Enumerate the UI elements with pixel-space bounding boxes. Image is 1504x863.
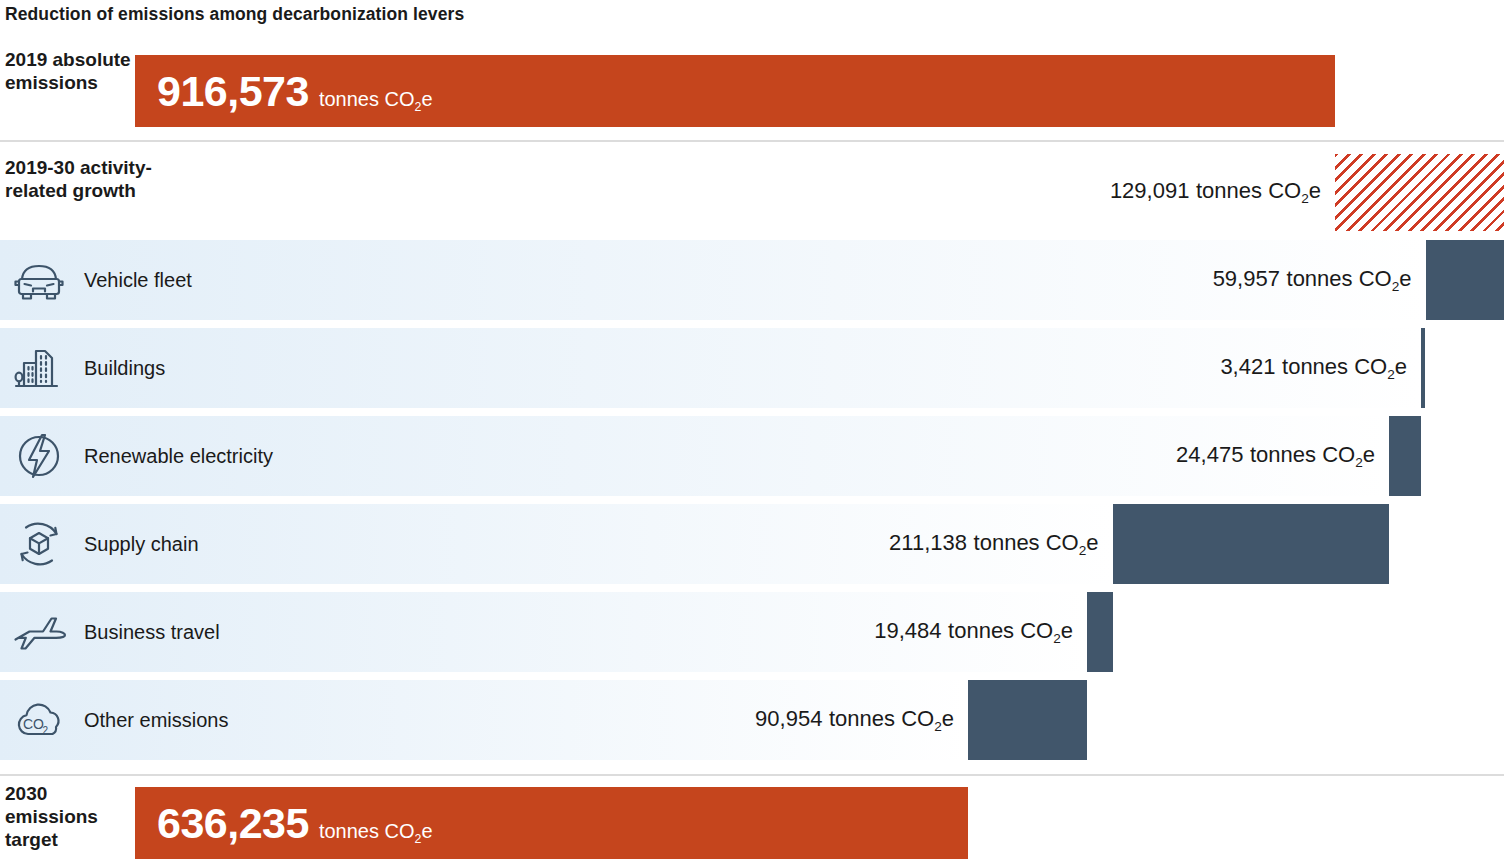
unit-sub: 2 bbox=[1392, 279, 1400, 294]
growth-bar bbox=[1335, 154, 1504, 231]
unit-prefix: tonnes CO bbox=[319, 88, 415, 110]
unit-prefix: tonnes CO bbox=[1287, 266, 1392, 291]
lever-bar bbox=[1113, 504, 1389, 584]
unit-label: tonnes CO2e bbox=[974, 530, 1099, 555]
unit-label: tonnes CO2e bbox=[319, 820, 433, 846]
unit-suffix: e bbox=[1399, 266, 1411, 291]
lever-value-number: 19,484 bbox=[874, 618, 941, 643]
lever-value-number: 90,954 bbox=[755, 706, 822, 731]
unit-suffix: e bbox=[421, 820, 432, 842]
lever-bar bbox=[1389, 416, 1421, 496]
unit-sub: 2 bbox=[1053, 631, 1061, 646]
lever-bar bbox=[1426, 240, 1504, 320]
unit-label: tonnes CO2e bbox=[948, 618, 1073, 643]
unit-suffix: e bbox=[1309, 178, 1321, 203]
unit-suffix: e bbox=[942, 706, 954, 731]
unit-suffix: e bbox=[1061, 618, 1073, 643]
start-label: 2019 absolute emissions bbox=[5, 48, 133, 94]
unit-prefix: tonnes CO bbox=[319, 820, 415, 842]
unit-label: tonnes CO2e bbox=[319, 88, 433, 114]
lever-bar bbox=[1087, 592, 1113, 672]
lever-value: 19,484 tonnes CO2e bbox=[874, 618, 1073, 646]
airplane-icon bbox=[11, 604, 67, 660]
start-bar: 916,573 tonnes CO2e bbox=[135, 55, 1335, 127]
start-value-number: 916,573 bbox=[157, 67, 309, 116]
lever-value-number: 3,421 bbox=[1220, 354, 1275, 379]
chart-title: Reduction of emissions among decarboniza… bbox=[5, 4, 464, 25]
waterfall-chart: Reduction of emissions among decarboniza… bbox=[0, 0, 1504, 863]
unit-label: tonnes CO2e bbox=[1250, 442, 1375, 467]
svg-text:CO: CO bbox=[23, 716, 44, 732]
lever-value: 24,475 tonnes CO2e bbox=[1176, 442, 1375, 470]
unit-label: tonnes CO2e bbox=[829, 706, 954, 731]
lever-value: 3,421 tonnes CO2e bbox=[1220, 354, 1407, 382]
lever-label: Business travel bbox=[84, 621, 220, 644]
unit-label: tonnes CO2e bbox=[1287, 266, 1412, 291]
unit-sub: 2 bbox=[1301, 191, 1309, 206]
unit-prefix: tonnes CO bbox=[1196, 178, 1301, 203]
lever-label: Vehicle fleet bbox=[84, 269, 192, 292]
svg-text:2: 2 bbox=[43, 725, 49, 736]
lever-label: Buildings bbox=[84, 357, 165, 380]
unit-sub: 2 bbox=[934, 719, 942, 734]
unit-suffix: e bbox=[1395, 354, 1407, 379]
supply-chain-icon bbox=[11, 516, 67, 572]
unit-prefix: tonnes CO bbox=[1282, 354, 1387, 379]
lever-bar bbox=[1421, 328, 1425, 408]
lever-value-number: 211,138 bbox=[889, 530, 967, 555]
lever-value-number: 24,475 bbox=[1176, 442, 1243, 467]
lever-value-number: 59,957 bbox=[1213, 266, 1280, 291]
unit-suffix: e bbox=[1363, 442, 1375, 467]
unit-prefix: tonnes CO bbox=[1250, 442, 1355, 467]
lever-row-renewable-electricity: Renewable electricity 24,475 tonnes CO2e bbox=[0, 416, 1504, 496]
lever-bar bbox=[968, 680, 1087, 760]
lightning-icon bbox=[11, 428, 67, 484]
divider-line bbox=[0, 140, 1504, 142]
lever-row-other-emissions: CO 2 Other emissions 90,954tonnes CO2e bbox=[0, 680, 1504, 760]
cloud-co2-icon: CO 2 bbox=[11, 692, 67, 748]
lever-value: 211,138 tonnes CO2e bbox=[889, 530, 1099, 558]
lever-label: Renewable electricity bbox=[84, 445, 273, 468]
unit-prefix: tonnes CO bbox=[948, 618, 1053, 643]
unit-suffix: e bbox=[1086, 530, 1098, 555]
lever-label: Other emissions bbox=[84, 709, 229, 732]
unit-prefix: tonnes CO bbox=[974, 530, 1079, 555]
lever-value: 59,957 tonnes CO2e bbox=[1213, 266, 1412, 294]
lever-value: 90,954 tonnes CO2e bbox=[755, 706, 954, 734]
lever-label: Supply chain bbox=[84, 533, 199, 556]
target-value-number: 636,235 bbox=[157, 799, 309, 848]
lever-row-supply-chain: Supply chain 211,138 tonnes CO2e bbox=[0, 504, 1504, 584]
growth-value-number: 129,091 bbox=[1110, 178, 1190, 203]
unit-label: tonnes CO2e bbox=[1196, 178, 1321, 203]
car-icon bbox=[11, 252, 67, 308]
growth-label: 2019-30 activity-related growth bbox=[5, 156, 190, 202]
unit-sub: 2 bbox=[1355, 455, 1363, 470]
growth-value: 129,091tonnes CO2e bbox=[1110, 178, 1321, 206]
unit-label: tonnes CO2e bbox=[1282, 354, 1407, 379]
buildings-icon bbox=[11, 340, 67, 396]
lever-row-business-travel: Business travel 19,484 tonnes CO2e bbox=[0, 592, 1504, 672]
target-label: 2030 emissions target bbox=[5, 782, 133, 851]
unit-suffix: e bbox=[421, 88, 432, 110]
unit-prefix: tonnes CO bbox=[829, 706, 934, 731]
lever-row-vehicle-fleet: Vehicle fleet 59,957 tonnes CO2e bbox=[0, 240, 1504, 320]
lever-row-buildings: Buildings 3,421 tonnes CO2e bbox=[0, 328, 1504, 408]
divider-line bbox=[0, 774, 1504, 776]
target-bar: 636,235 tonnes CO2e bbox=[135, 787, 968, 859]
